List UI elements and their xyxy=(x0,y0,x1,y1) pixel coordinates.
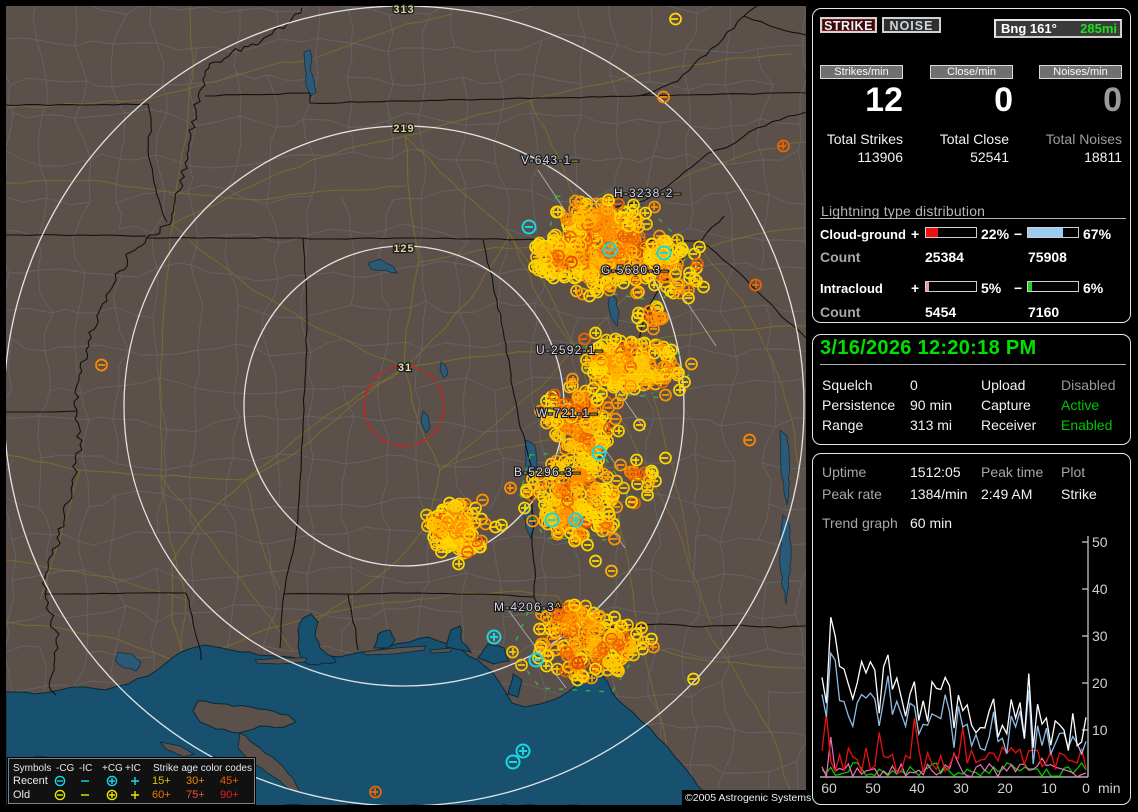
svg-text:V-643-1–: V-643-1– xyxy=(521,153,579,167)
svg-text:125: 125 xyxy=(393,243,414,255)
svg-text:20: 20 xyxy=(997,780,1013,796)
svg-text:20: 20 xyxy=(1092,675,1108,691)
svg-text:50: 50 xyxy=(1092,534,1108,550)
svg-text:30: 30 xyxy=(1092,628,1108,644)
svg-text:40: 40 xyxy=(909,780,925,796)
svg-text:W-721-1–: W-721-1– xyxy=(536,406,598,420)
svg-text:B-5296-3–: B-5296-3– xyxy=(514,465,581,479)
svg-text:60: 60 xyxy=(821,780,837,796)
svg-text:219: 219 xyxy=(393,123,414,135)
svg-text:313: 313 xyxy=(393,4,414,16)
svg-text:G-5680-3–: G-5680-3– xyxy=(601,263,669,277)
svg-text:10: 10 xyxy=(1041,780,1057,796)
svg-text:0: 0 xyxy=(1082,780,1090,796)
svg-text:min: min xyxy=(1098,780,1121,796)
svg-text:U-2592-1–: U-2592-1– xyxy=(536,343,604,357)
svg-text:M-4206-3^: M-4206-3^ xyxy=(494,600,562,614)
svg-text:50: 50 xyxy=(865,780,881,796)
svg-text:30: 30 xyxy=(953,780,969,796)
svg-text:10: 10 xyxy=(1092,722,1108,738)
svg-text:31: 31 xyxy=(398,362,412,374)
svg-text:H-3238-2–: H-3238-2– xyxy=(614,186,682,200)
svg-text:40: 40 xyxy=(1092,581,1108,597)
